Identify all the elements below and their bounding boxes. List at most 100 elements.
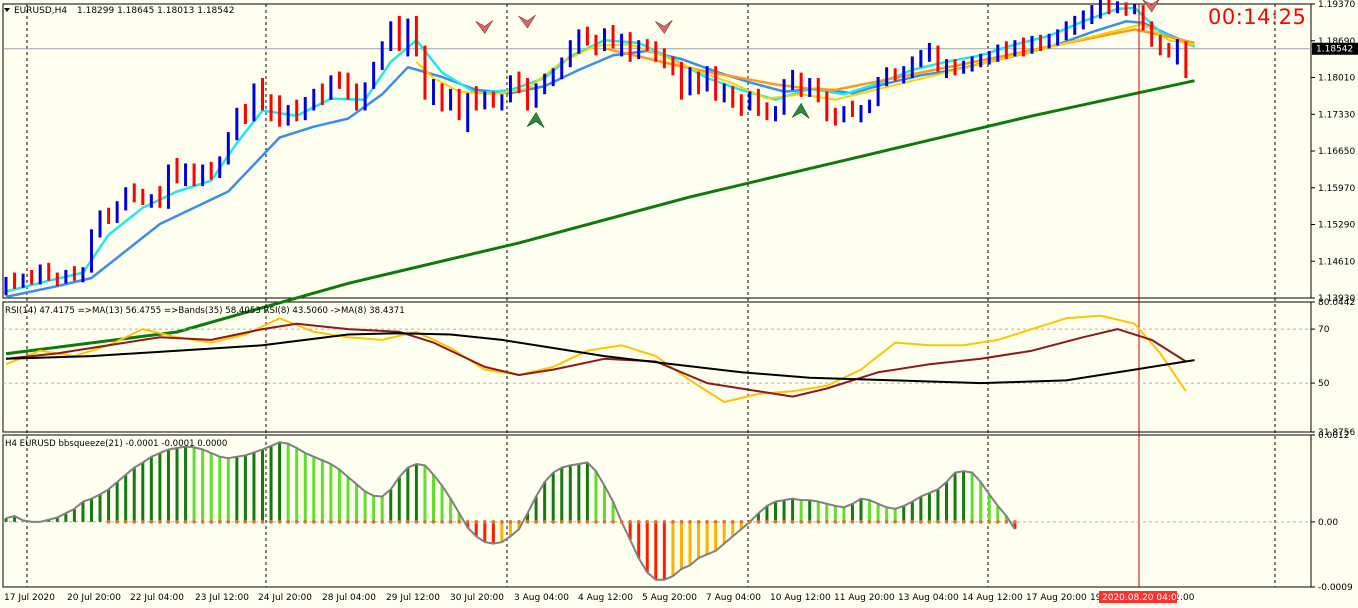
squeeze-dot <box>200 520 205 524</box>
price-tick-label: 1.18690 <box>1318 37 1355 47</box>
squeeze-dot <box>457 520 461 524</box>
price-tick-label: 1.15290 <box>1318 221 1355 231</box>
squeeze-dot <box>123 520 128 524</box>
ema-slow-line <box>5 20 1195 299</box>
sq-tick-label: -0.0009 <box>1318 583 1353 593</box>
bbsqueeze-frame <box>2 434 1312 588</box>
sq-tick-label: 0.0012 <box>1318 431 1350 441</box>
squeeze-dot <box>448 520 453 524</box>
time-label: g 12:00 <box>1160 593 1195 603</box>
squeeze-dot <box>953 520 957 524</box>
squeeze-dot <box>183 520 188 524</box>
price-tick-label: 1.15970 <box>1318 184 1355 194</box>
squeeze-dot <box>713 520 718 524</box>
ema-fast-line <box>5 6 1195 293</box>
time-label: 13 Aug 04:00 <box>898 593 959 603</box>
rsi-panel[interactable] <box>3 314 1311 403</box>
squeeze-dot <box>243 520 248 524</box>
sell-arrow-icon <box>655 20 673 34</box>
squeeze-dot <box>790 520 795 524</box>
squeeze-dot <box>474 520 479 524</box>
squeeze-dot <box>970 520 974 524</box>
squeeze-dot <box>961 520 966 524</box>
price-panel[interactable] <box>3 0 1311 587</box>
squeeze-dot <box>166 520 171 524</box>
squeeze-dot <box>226 520 231 524</box>
squeeze-dot <box>1013 520 1017 524</box>
squeeze-dot <box>739 520 744 524</box>
time-label: 17 Jul 2020 <box>4 593 55 603</box>
squeeze-dot <box>303 520 308 524</box>
bbsqueeze-header: H4 EURUSD bbsqueeze(21) -0.0001 -0.0001 … <box>5 439 227 449</box>
squeeze-dot <box>927 520 932 524</box>
rsi14-line <box>5 322 1187 398</box>
squeeze-dot <box>722 520 726 524</box>
squeeze-dot <box>654 520 658 524</box>
price-tick-label: 1.16650 <box>1318 147 1355 157</box>
time-label: 3 Aug 04:00 <box>514 593 569 603</box>
squeeze-dot <box>987 520 992 524</box>
squeeze-dot <box>936 520 940 524</box>
squeeze-dot <box>756 520 761 524</box>
squeeze-dot <box>816 520 821 524</box>
axes: 1.19370 1.18690 1.18010 1.17330 1.16650 1.159… <box>4 0 1358 603</box>
rsi-tick-label: 80.0442 <box>1318 298 1355 308</box>
squeeze-dot <box>568 520 573 524</box>
squeeze-dot <box>363 520 367 524</box>
panel-frames <box>2 3 1312 588</box>
chart-header: EURUSD,H4 1.18299 1.18645 1.18013 1.1854… <box>4 6 234 16</box>
squeeze-dot <box>192 520 196 524</box>
server-clock: 00:14:25 <box>1208 5 1307 29</box>
squeeze-dot <box>730 520 735 524</box>
squeeze-dot <box>320 520 325 524</box>
squeeze-dot <box>996 520 1000 524</box>
squeeze-dot <box>294 520 299 524</box>
buy-arrow-icon <box>791 102 810 119</box>
squeeze-dot <box>594 520 598 524</box>
rsi-tick-label: 31.8756 <box>1318 428 1355 438</box>
squeeze-dot <box>209 520 213 524</box>
squeeze-dot <box>491 520 496 524</box>
squeeze-dot <box>1004 520 1009 524</box>
squeeze-dot <box>765 520 769 524</box>
highlight-time-label: 2020.08.20 04:00 <box>1102 593 1183 603</box>
bbsqueeze-panel[interactable] <box>3 441 1311 581</box>
squeeze-dot <box>773 520 778 524</box>
time-label: 10 Aug 12:00 <box>770 593 831 603</box>
squeeze-dot <box>679 520 684 524</box>
squeeze-dot <box>465 520 470 524</box>
squeeze-dot <box>534 520 538 524</box>
squeeze-dot <box>696 520 701 524</box>
squeeze-dot <box>380 520 385 524</box>
squeeze-dot <box>371 520 376 524</box>
squeeze-dot <box>850 520 855 524</box>
triangle-down-icon[interactable] <box>4 8 10 12</box>
squeeze-dot <box>662 520 667 524</box>
squeeze-dot <box>876 520 880 524</box>
squeeze-dot <box>423 520 427 524</box>
symbol-label: EURUSD,H4 <box>14 6 67 16</box>
squeeze-dot <box>337 520 342 524</box>
time-label: 22 Jul 04:00 <box>130 593 184 603</box>
squeeze-dot <box>329 520 333 524</box>
squeeze-dot <box>508 520 513 524</box>
squeeze-dot <box>149 520 154 524</box>
squeeze-dot <box>235 520 239 524</box>
price-tick-label: 1.17330 <box>1318 110 1355 120</box>
ma-orange-line <box>604 28 1195 92</box>
squeeze-dot <box>500 520 504 524</box>
squeeze-dot <box>115 520 119 524</box>
squeeze-dot <box>619 520 624 524</box>
buy-arrow-icon <box>526 111 545 128</box>
squeeze-dot <box>106 520 111 524</box>
time-gridlines <box>26 4 1276 587</box>
squeeze-dot <box>483 520 487 524</box>
squeeze-dot <box>833 520 838 524</box>
ma13-line <box>5 332 1195 385</box>
squeeze-dot <box>559 520 564 524</box>
squeeze-dot <box>414 520 419 524</box>
squeeze-dot <box>440 520 444 524</box>
squeeze-dot <box>269 520 273 524</box>
time-label: 4 Aug 12:00 <box>578 593 633 603</box>
squeeze-dot <box>252 520 256 524</box>
